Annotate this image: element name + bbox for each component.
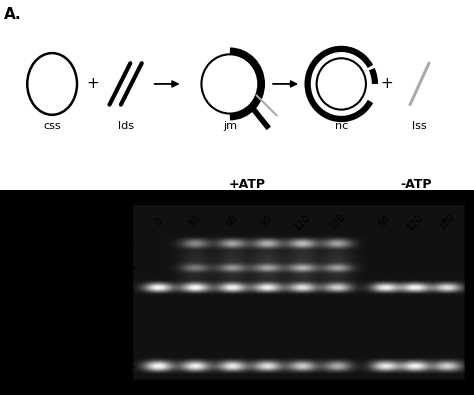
- Text: lds: lds: [112, 282, 128, 292]
- Text: 2: 2: [191, 383, 199, 393]
- Text: nc: nc: [335, 121, 348, 131]
- Text: -ATP: -ATP: [400, 178, 432, 190]
- Text: B.: B.: [3, 192, 20, 207]
- Text: 120: 120: [292, 212, 312, 232]
- Text: 60: 60: [224, 214, 240, 230]
- Text: 6: 6: [334, 383, 340, 393]
- Text: 180: 180: [437, 212, 457, 232]
- Text: 90: 90: [377, 214, 393, 230]
- Text: 4: 4: [264, 383, 271, 393]
- Text: +: +: [86, 77, 99, 91]
- Text: 1: 1: [155, 383, 162, 393]
- Text: css: css: [43, 121, 61, 131]
- Text: 180: 180: [327, 212, 347, 232]
- Text: 120: 120: [405, 212, 425, 232]
- Text: 5: 5: [299, 383, 306, 393]
- Text: +ATP: +ATP: [229, 178, 266, 190]
- Text: 0: 0: [152, 216, 164, 228]
- Text: Time (min): Time (min): [66, 217, 130, 227]
- Text: nc: nc: [115, 263, 128, 273]
- Text: 90: 90: [259, 214, 275, 230]
- Text: lss: lss: [412, 121, 427, 131]
- Text: 30: 30: [187, 214, 203, 230]
- Text: +: +: [380, 77, 392, 91]
- Text: 3: 3: [228, 383, 236, 393]
- Text: A.: A.: [4, 8, 21, 23]
- Text: jm: jm: [223, 121, 237, 131]
- Text: 8: 8: [411, 383, 419, 393]
- Bar: [132, 204, 465, 380]
- Text: css: css: [110, 361, 128, 371]
- Text: lds: lds: [118, 121, 134, 131]
- Text: 9: 9: [444, 383, 451, 393]
- Text: jm: jm: [114, 239, 128, 248]
- Text: 7: 7: [382, 383, 389, 393]
